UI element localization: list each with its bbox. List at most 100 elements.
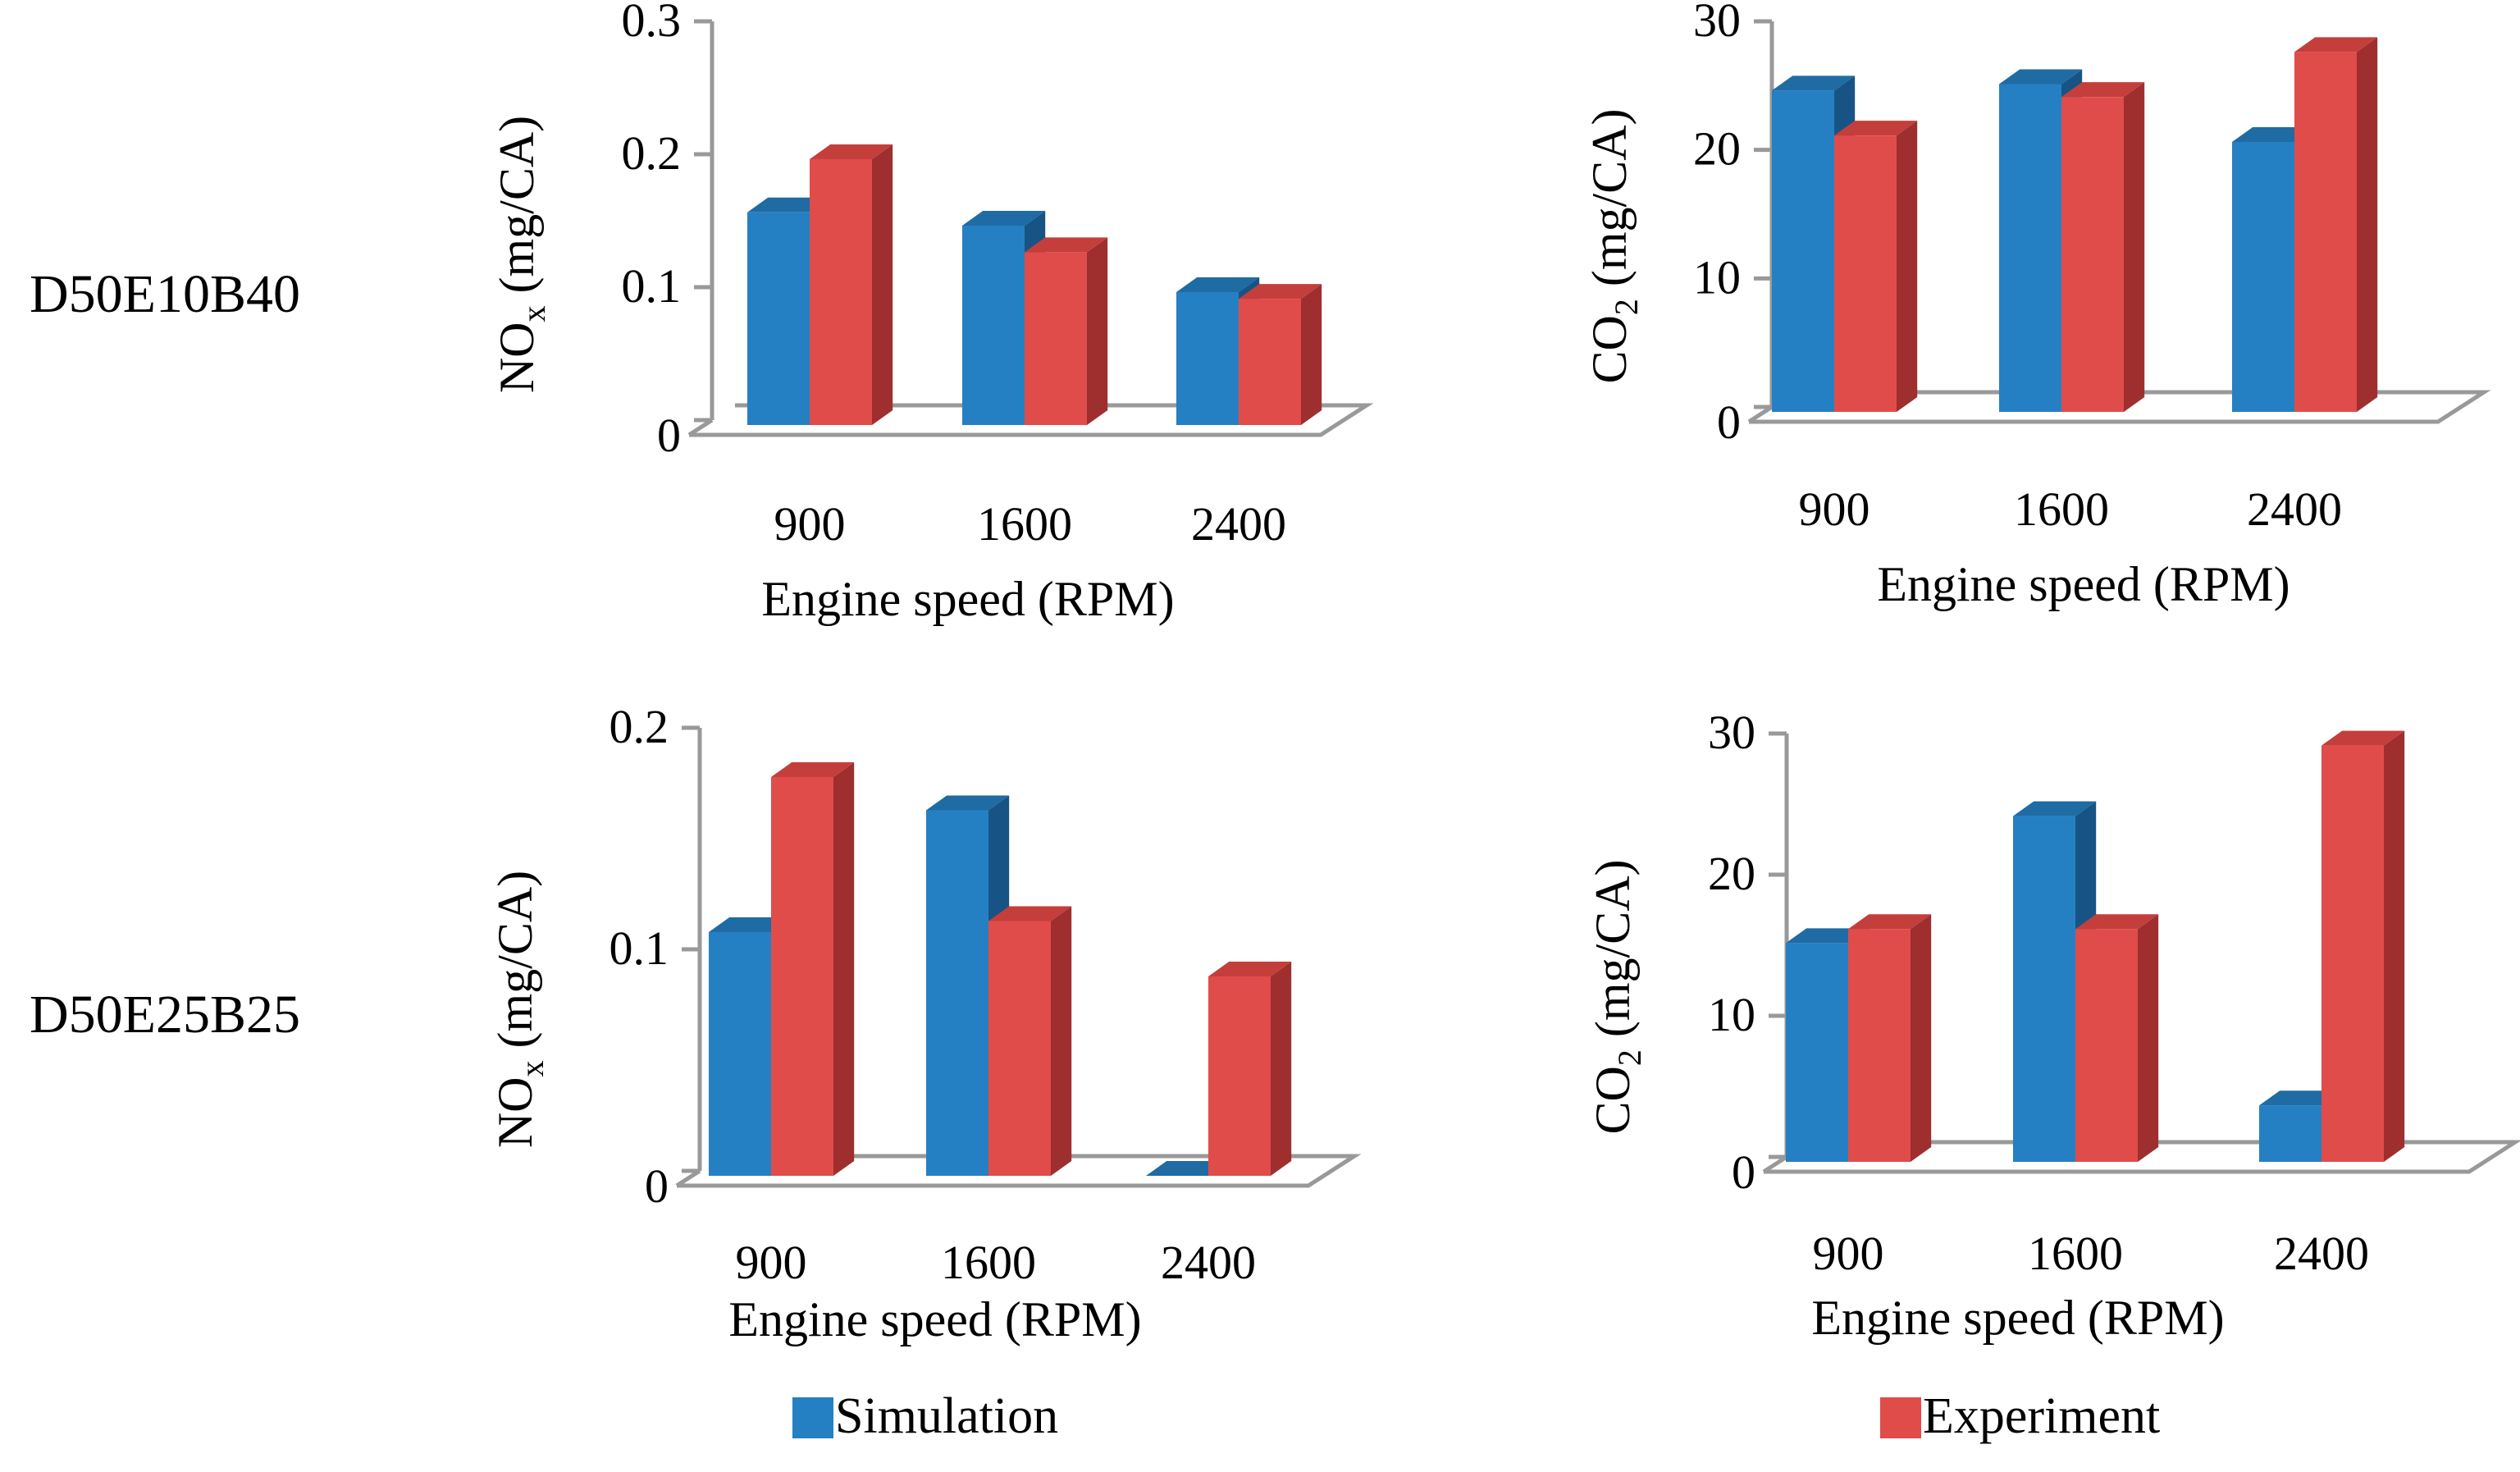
x-category-label: 2400 xyxy=(2247,482,2342,536)
x-category-label: 900 xyxy=(774,497,846,551)
x-category-label: 2400 xyxy=(1191,497,1286,551)
bar-top-experiment xyxy=(988,906,1072,921)
bar-experiment-2400 xyxy=(2321,745,2384,1162)
bar-experiment-2400 xyxy=(1239,299,1301,425)
chart-2: 0 10 20 30 900 1600 2400 Engine speed (RPM) CO2 … xyxy=(1582,0,2491,611)
axis-corner xyxy=(675,1168,701,1188)
bar-top-experiment xyxy=(1848,914,1932,930)
y-tick-label: 0.1 xyxy=(622,259,682,313)
bar-top-experiment xyxy=(2075,914,2159,930)
bar-simulation-900 xyxy=(709,932,771,1176)
charts-group: 0 0.1 0.2 0.3 900 1600 2400 Engine speed (RPM) N… xyxy=(488,0,2520,1346)
x-category-label: 900 xyxy=(1813,1227,1884,1280)
bar-simulation-900 xyxy=(747,212,810,425)
bar-side-experiment xyxy=(1087,237,1108,425)
y-tick-label: 20 xyxy=(1708,847,1755,900)
x-category-label: 1600 xyxy=(977,497,1072,551)
row-label-d50e10b40: D50E10B40 xyxy=(30,264,300,324)
bar-top-experiment xyxy=(771,762,855,777)
bar-experiment-2400 xyxy=(2294,52,2357,412)
x-category-label: 1600 xyxy=(941,1236,1036,1289)
bar-top-simulation xyxy=(926,795,1010,811)
bar-top-experiment xyxy=(2294,37,2378,53)
bar-side-experiment xyxy=(2357,37,2378,412)
bar-simulation-1600 xyxy=(926,810,988,1176)
bar-simulation-900 xyxy=(1772,90,1834,412)
bar-simulation-2400 xyxy=(1176,292,1239,425)
x-axis-title: Engine speed (RPM) xyxy=(1811,1291,2224,1345)
bar-simulation-900 xyxy=(1786,943,1848,1162)
y-axis-title: CO2 (mg/CA) xyxy=(1586,859,1648,1134)
bar-top-simulation xyxy=(2013,801,2097,816)
y-axis-title: CO2 (mg/CA) xyxy=(1582,108,1645,383)
bar-top-simulation xyxy=(747,197,831,213)
bar-side-experiment xyxy=(2138,914,2159,1162)
x-category-label: 900 xyxy=(736,1236,807,1289)
chart-3: 0 0.1 0.2 900 1600 2400 Engine speed (RPM) NOx … xyxy=(488,700,1362,1346)
bar-top-experiment xyxy=(810,144,893,159)
bar-experiment-1600 xyxy=(988,921,1051,1176)
bar-top-experiment xyxy=(1834,121,1918,136)
bar-top-simulation xyxy=(2259,1090,2343,1106)
x-category-label: 1600 xyxy=(2014,482,2109,536)
bar-top-simulation xyxy=(709,917,792,932)
axis-corner xyxy=(1747,405,1774,424)
bar-side-experiment xyxy=(2124,82,2145,413)
bar-side-experiment xyxy=(1897,121,1918,412)
bar-top-simulation xyxy=(2232,127,2316,142)
legend-label-simulation: Simulation xyxy=(835,1388,1058,1444)
y-tick-label: 0 xyxy=(1732,1145,1755,1199)
bar-experiment-900 xyxy=(1834,135,1897,412)
bar-side-experiment xyxy=(2384,730,2405,1162)
bar-experiment-900 xyxy=(810,159,872,425)
legend: Simulation Experiment xyxy=(792,1388,2160,1444)
bar-simulation-1600 xyxy=(1999,84,2061,412)
bar-side-experiment xyxy=(1051,906,1072,1176)
bar-side-experiment xyxy=(872,144,893,425)
floor-plane xyxy=(1764,1140,2520,1174)
x-category-label: 2400 xyxy=(1161,1236,1256,1289)
y-tick-label: 0 xyxy=(645,1159,669,1213)
y-axis-title: NOx (mg/CA) xyxy=(490,116,552,393)
bar-top-simulation xyxy=(1999,69,2083,85)
legend-label-experiment: Experiment xyxy=(1923,1388,2160,1444)
bar-top-simulation xyxy=(1176,277,1260,292)
bar-experiment-1600 xyxy=(2061,97,2124,413)
bar-top-experiment xyxy=(1208,962,1292,976)
bar-top-simulation xyxy=(1772,75,1856,91)
y-tick-label: 0.2 xyxy=(609,700,669,753)
bar-side-experiment xyxy=(833,762,855,1176)
y-tick-label: 30 xyxy=(1693,0,1741,47)
axis-corner xyxy=(1762,1154,1788,1174)
bar-simulation-1600 xyxy=(962,226,1025,425)
y-tick-label: 0.1 xyxy=(609,921,669,975)
bar-top-simulation xyxy=(1146,1161,1230,1176)
x-category-label: 900 xyxy=(1799,482,1870,536)
axis-corner xyxy=(687,418,714,437)
y-tick-label: 0 xyxy=(1717,395,1741,449)
bar-top-experiment xyxy=(1025,237,1108,253)
y-tick-label: 10 xyxy=(1693,250,1741,304)
legend-swatch-simulation xyxy=(792,1397,833,1438)
x-category-label: 1600 xyxy=(2028,1227,2123,1280)
bar-experiment-900 xyxy=(1848,929,1911,1162)
bar-simulation-1600 xyxy=(2013,816,2075,1162)
y-tick-label: 0.2 xyxy=(622,126,682,180)
bar-experiment-2400 xyxy=(1208,976,1271,1176)
y-tick-label: 30 xyxy=(1708,706,1755,759)
y-tick-label: 10 xyxy=(1708,988,1755,1041)
bar-top-experiment xyxy=(2321,730,2405,746)
bar-side-experiment xyxy=(1271,962,1292,1176)
chart-1: 0 0.1 0.2 0.3 900 1600 2400 Engine speed (RPM) N… xyxy=(490,0,1374,626)
bar-top-experiment xyxy=(1239,284,1322,299)
y-axis-title: NOx (mg/CA) xyxy=(488,871,550,1148)
bar-simulation-2400 xyxy=(2259,1105,2321,1162)
bar-simulation-2400 xyxy=(2232,142,2294,412)
y-tick-label: 0 xyxy=(657,409,681,462)
bar-top-simulation xyxy=(1786,928,1869,944)
chart-4: 0 10 20 30 900 1600 2400 Engine speed (RPM) CO2 … xyxy=(1586,706,2520,1345)
y-tick-label: 0.3 xyxy=(622,0,682,47)
x-category-label: 2400 xyxy=(2274,1227,2369,1280)
bar-experiment-1600 xyxy=(1025,252,1087,425)
